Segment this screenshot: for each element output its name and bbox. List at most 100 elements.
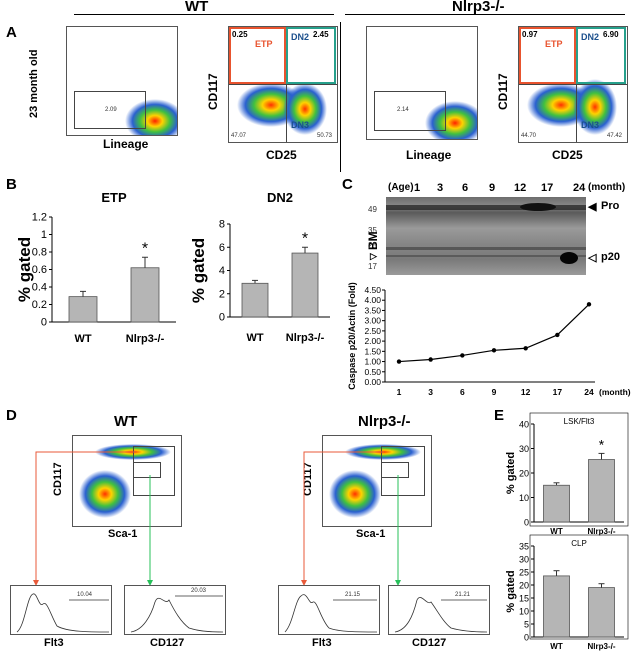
lsk_flt3-category-label: WT	[550, 527, 563, 536]
wt-d-sca1-label: Sca-1	[108, 528, 138, 540]
wt-quadrant-h	[229, 84, 337, 85]
ko-flt3-curve	[284, 594, 378, 633]
panel-b-letter: B	[6, 176, 17, 193]
ko-cd25-density	[527, 79, 617, 135]
clp-ylabel: % gated	[505, 570, 517, 612]
wt-flt3-curve	[16, 593, 110, 633]
wt-q3-pct: 47.07	[231, 133, 247, 139]
caspase-point	[586, 302, 592, 307]
ko-lineage-density	[425, 101, 477, 139]
ko-etp-label: ETP	[545, 39, 563, 49]
etp-significance: *	[142, 240, 148, 257]
ko-flt3-axis-label: Flt3	[312, 637, 332, 649]
caspase-x-unit: (month)	[599, 387, 631, 397]
clp-ytick-label: 20	[519, 581, 529, 591]
ko-dn2-pct: 6.90	[603, 30, 619, 39]
wt-header-line	[74, 14, 334, 15]
ko-quadrant-v	[576, 84, 577, 142]
ko-cd117-sca1-dotplot	[322, 435, 432, 527]
etp-title: ETP	[101, 190, 127, 205]
dn2-ytick-label: 4	[219, 265, 225, 277]
mw-marker: 25	[368, 241, 377, 250]
wt-etp-gate	[229, 27, 286, 84]
wt-cd117-cd25-dotplot: 0.25 ETP DN2 2.45 DN3 47.07 50.73	[228, 26, 338, 143]
lsk-flt3-title-text: LSK/Flt3	[564, 417, 595, 426]
etp-bar	[130, 267, 160, 323]
ko-quadrant-h	[519, 84, 627, 85]
ko-header-line	[345, 14, 625, 15]
pro-arrow: ◀	[588, 201, 597, 213]
caspase-ytick-label: 0.50	[364, 367, 381, 377]
ko-cd25-axis-label: CD25	[552, 148, 583, 162]
etp-ytick-label: 0	[41, 317, 47, 329]
clp-bar	[588, 587, 615, 638]
wt-cd127-value: 20.03	[191, 588, 207, 594]
caspase-point	[428, 357, 433, 362]
age-month-label: (month)	[588, 182, 626, 193]
panel-d-letter: D	[6, 407, 17, 424]
lsk_flt3-ylabel: % gated	[505, 452, 517, 494]
age-tick-label: 1	[414, 182, 421, 194]
wt-flt3-histogram: 10.04	[10, 585, 112, 635]
ko-cd127-histogram: 21.21	[388, 585, 490, 635]
panel-a-wt-header: WT	[185, 0, 209, 15]
wt-lineage-dotplot: 2.09	[66, 26, 178, 136]
clp-ytick-label: 15	[519, 594, 529, 604]
lsk_flt3-ytick-label: 40	[519, 420, 529, 430]
wt-q4-pct: 50.73	[317, 133, 333, 139]
dn2-ytick-label: 2	[219, 288, 225, 300]
dn2-ytick-label: 0	[219, 312, 225, 324]
clp-ytick-label: 30	[519, 555, 529, 565]
clp-category-label: WT	[550, 642, 563, 651]
wt-cd117-sca1-dotplot	[72, 435, 182, 527]
ko-etp-pct: 0.97	[522, 30, 538, 39]
age-tick-label: 17	[541, 182, 554, 194]
ko-cd127-value: 21.21	[455, 592, 471, 598]
dn2-category-label: WT	[246, 332, 263, 344]
dn2-ytick-label: 6	[219, 242, 225, 254]
etp-ytick-label: 0.6	[32, 264, 47, 276]
etp-ytick-label: 0.2	[32, 299, 47, 311]
ko-lineage-axis-label: Lineage	[406, 148, 452, 162]
caspase-ytick-label: 1.50	[364, 346, 381, 356]
clp-frame	[529, 534, 629, 640]
western-blot-image	[386, 197, 586, 275]
dn2-significance: *	[302, 230, 308, 247]
dn2-bar-chart: DN2 % gated 0 2 4 6 8 WT * Nlrp3-/-	[189, 190, 330, 344]
caspase-ytick-label: 4.50	[364, 285, 381, 295]
caspase-x-label: 1	[397, 387, 402, 397]
ko-dn3-label: DN3	[581, 120, 600, 130]
lsk_flt3-significance: *	[599, 436, 605, 452]
clp-category-label: Nlrp3-/-	[588, 642, 616, 651]
dn2-bar	[241, 282, 269, 318]
pro-label: Pro	[601, 200, 620, 212]
clp-ytick-label: 10	[519, 607, 529, 617]
panel-c-letter: C	[342, 176, 353, 193]
p20-label: p20	[601, 251, 620, 263]
ko-cd127-curve	[394, 597, 488, 633]
dn2-category-label: Nlrp3-/-	[286, 332, 325, 344]
wt-dn3-label: DN3	[291, 120, 310, 130]
wt-lineage-axis-label: Lineage	[103, 137, 149, 151]
left-open-arrow: ▷	[370, 251, 377, 261]
age-tick-label: 3	[437, 182, 444, 194]
caspase-ytick-label: 2.50	[364, 326, 381, 336]
etp-bar	[68, 296, 98, 323]
etp-bar-chart: ETP % gated 0 0.2 0.4 0.6 0.8 1 1.2 WT * Nlrp3-/-	[15, 190, 176, 345]
ko-etp-gate	[519, 27, 576, 84]
ko-q4-pct: 47.42	[607, 133, 623, 139]
caspase-ylabel: Caspase p20/Actin (Fold)	[347, 282, 357, 390]
mw-marker: 35	[368, 226, 377, 235]
panel-d-ko-header: Nlrp3-/-	[358, 413, 411, 430]
lsk_flt3-bar	[588, 459, 615, 523]
caspase-x-label: 6	[460, 387, 465, 397]
caspase-point	[523, 346, 528, 351]
dn2-ytick-label: 8	[219, 219, 225, 231]
ko-lin-pct: 2.14	[397, 107, 409, 113]
lsk_flt3-ytick-label: 30	[519, 444, 529, 454]
dn2-ylabel: % gated	[189, 238, 208, 303]
mw-marker: 17	[368, 262, 377, 271]
wt-lin-neg-gate	[74, 91, 146, 129]
etp-category-label: Nlrp3-/-	[126, 333, 165, 345]
